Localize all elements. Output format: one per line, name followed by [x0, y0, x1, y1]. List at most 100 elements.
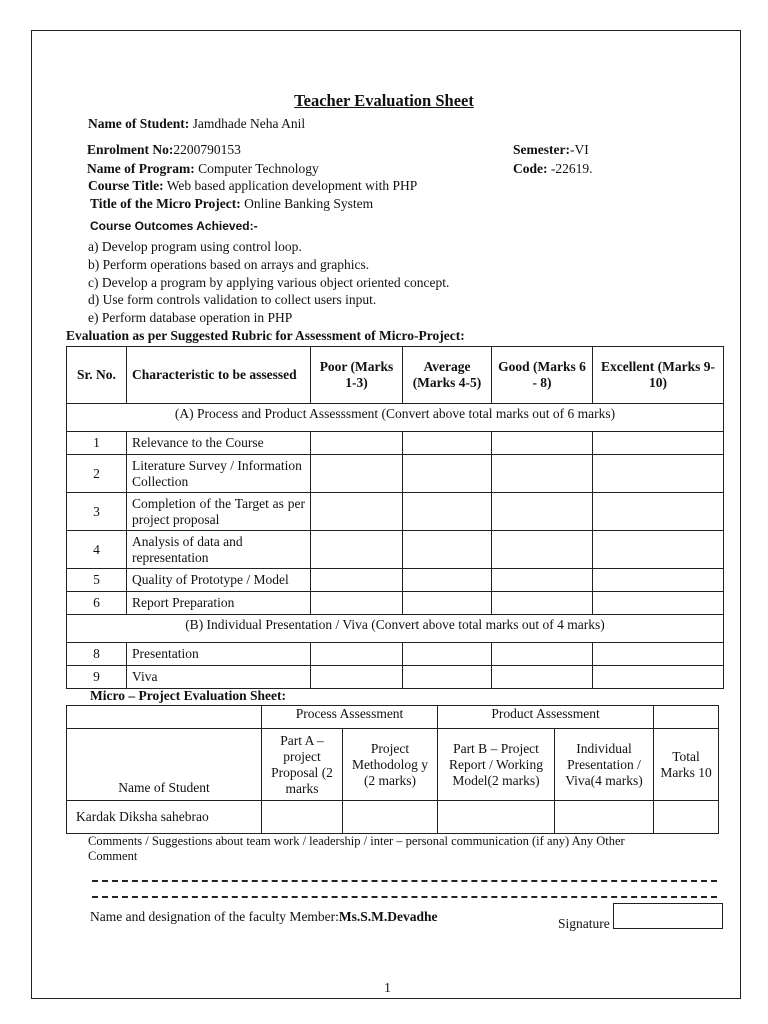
table-row: 4 Analysis of data and representation — [66, 530, 724, 569]
good-cell[interactable] — [491, 530, 593, 569]
header-methodology: Project Methodolog y (2 marks) — [342, 728, 438, 801]
value: Online Banking System — [244, 196, 374, 211]
comment-line[interactable] — [92, 896, 717, 898]
page-border — [31, 30, 741, 999]
header-part-a: Part A – project Proposal (2 marks — [261, 728, 343, 801]
empty-cell — [653, 705, 720, 729]
table-row: 1 Relevance to the Course — [66, 431, 724, 455]
average-cell[interactable] — [402, 431, 492, 455]
poor-cell[interactable] — [310, 431, 403, 455]
table-row: 6 Report Preparation — [66, 591, 724, 615]
good-cell[interactable] — [491, 591, 593, 615]
good-cell[interactable] — [491, 568, 593, 592]
mark-cell[interactable] — [553, 800, 655, 834]
average-cell[interactable] — [402, 591, 492, 615]
table-row: 2 Literature Survey / Information Collect… — [66, 454, 724, 493]
rubric-heading: Evaluation as per Suggested Rubric for A… — [66, 328, 465, 343]
header-name: Name of Student — [66, 728, 262, 801]
characteristic: Viva — [126, 665, 311, 689]
characteristic: Completion of the Target as per project … — [126, 492, 311, 531]
excellent-cell[interactable] — [592, 642, 724, 666]
characteristic: Quality of Prototype / Model — [126, 568, 311, 592]
page-number: 1 — [384, 980, 391, 995]
group-product: Product Assessment — [436, 705, 655, 729]
poor-cell[interactable] — [310, 568, 403, 592]
poor-cell[interactable] — [310, 530, 403, 569]
mark-cell[interactable] — [261, 800, 343, 834]
sr: 1 — [66, 431, 127, 455]
header-average: Average (Marks 4-5) — [402, 346, 492, 404]
sr: 8 — [66, 642, 127, 666]
average-cell[interactable] — [402, 454, 492, 493]
micro-table: Process Assessment Product Assessment Nam… — [66, 705, 720, 834]
outcome-b: b) Perform operations based on arrays an… — [88, 257, 370, 272]
course-title: Course Title: Web based application deve… — [88, 178, 417, 194]
sr: 6 — [66, 591, 127, 615]
value: 2200790153 — [173, 142, 241, 157]
header-good: Good (Marks 6 - 8) — [491, 346, 593, 404]
section-a: (A) Process and Product Assesssment (Con… — [66, 403, 724, 432]
table-row: 5 Quality of Prototype / Model — [66, 568, 724, 592]
value: Ms.S.M.Devadhe — [338, 909, 438, 924]
comment-line[interactable] — [92, 880, 717, 882]
student-name: Name of Student: Jamdhade Neha Anil — [88, 116, 305, 132]
average-cell[interactable] — [402, 530, 492, 569]
rubric-header-row: Sr. No. Characteristic to be assessed Po… — [66, 346, 724, 404]
section-b: (B) Individual Presentation / Viva (Conv… — [66, 614, 724, 643]
poor-cell[interactable] — [310, 492, 403, 531]
characteristic: Literature Survey / Information Collecti… — [126, 454, 311, 493]
poor-cell[interactable] — [310, 665, 403, 689]
comments-prompt: Comments / Suggestions about team work /… — [88, 834, 625, 863]
excellent-cell[interactable] — [592, 454, 724, 493]
mark-cell[interactable] — [437, 800, 555, 834]
value: Web based application development with P… — [166, 178, 418, 193]
good-cell[interactable] — [491, 642, 593, 666]
sr: 5 — [66, 568, 127, 592]
good-cell[interactable] — [491, 492, 593, 531]
project-title: Title of the Micro Project: Online Banki… — [90, 196, 373, 212]
label: Course Title: — [88, 178, 164, 193]
value: -VI — [569, 142, 589, 157]
excellent-cell[interactable] — [592, 665, 724, 689]
good-cell[interactable] — [491, 454, 593, 493]
table-row: 8 Presentation — [66, 642, 724, 666]
sr: 9 — [66, 665, 127, 689]
table-row: 3 Completion of the Target as per project… — [66, 492, 724, 531]
micro-heading: Micro – Project Evaluation Sheet: — [90, 688, 286, 703]
group-process: Process Assessment — [261, 705, 438, 729]
label: Name and designation of the faculty Memb… — [90, 909, 339, 924]
characteristic: Analysis of data and representation — [126, 530, 311, 569]
excellent-cell[interactable] — [592, 530, 724, 569]
program: Name of Program: Computer Technology — [87, 161, 319, 177]
average-cell[interactable] — [402, 665, 492, 689]
characteristic: Relevance to the Course — [126, 431, 311, 455]
characteristic: Presentation — [126, 642, 311, 666]
sr: 3 — [66, 492, 127, 531]
good-cell[interactable] — [491, 431, 593, 455]
average-cell[interactable] — [402, 568, 492, 592]
mark-cell[interactable] — [653, 800, 720, 834]
label: Name of Program: — [87, 161, 195, 176]
poor-cell[interactable] — [310, 454, 403, 493]
mark-cell[interactable] — [342, 800, 438, 834]
excellent-cell[interactable] — [592, 492, 724, 531]
rubric-table: Sr. No. Characteristic to be assessed Po… — [66, 346, 724, 689]
average-cell[interactable] — [402, 492, 492, 531]
outcome-e: e) Perform database operation in PHP — [88, 310, 293, 325]
excellent-cell[interactable] — [592, 431, 724, 455]
poor-cell[interactable] — [310, 591, 403, 615]
good-cell[interactable] — [491, 665, 593, 689]
outcome-c: c) Develop a program by applying various… — [88, 275, 450, 290]
excellent-cell[interactable] — [592, 568, 724, 592]
excellent-cell[interactable] — [592, 591, 724, 615]
label: Title of the Micro Project: — [90, 196, 241, 211]
signature-box[interactable] — [613, 903, 723, 929]
label: Code: — [513, 161, 548, 176]
enrolment: Enrolment No:2200790153 — [87, 142, 241, 158]
poor-cell[interactable] — [310, 642, 403, 666]
outcome-d: d) Use form controls validation to colle… — [88, 292, 377, 307]
header-presentation: Individual Presentation / Viva(4 marks) — [553, 728, 655, 801]
outcomes-heading: Course Outcomes Achieved:- — [90, 219, 258, 233]
average-cell[interactable] — [402, 642, 492, 666]
label: Enrolment No: — [87, 142, 174, 157]
